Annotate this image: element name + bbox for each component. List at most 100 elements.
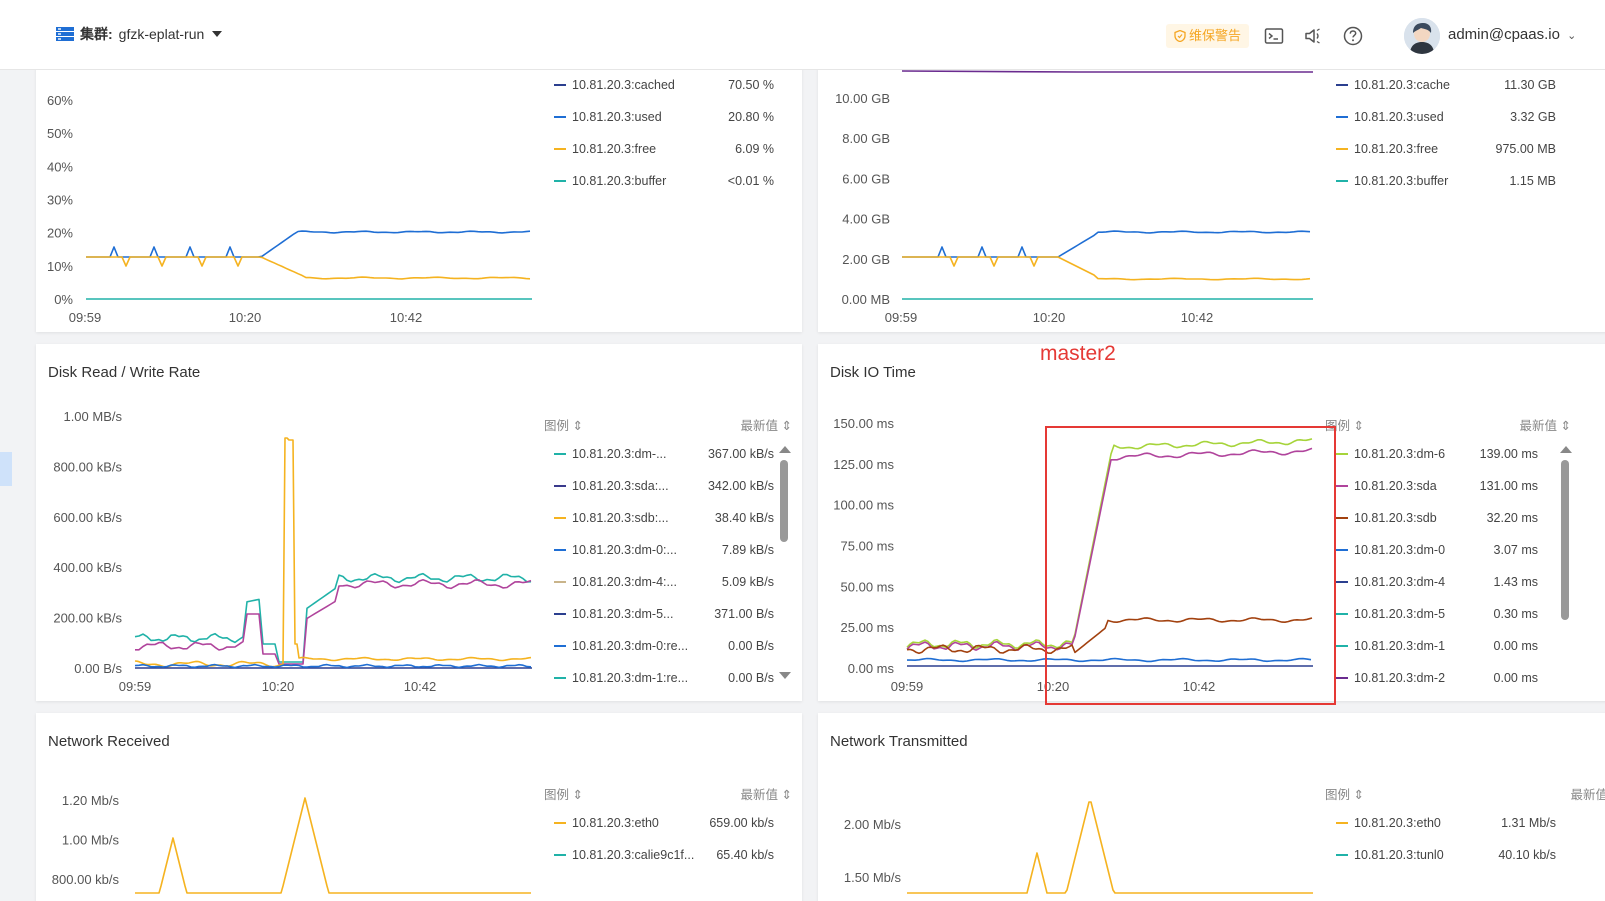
legend-item[interactable]: 10.81.20.3:free 975.00 MB <box>1336 139 1556 159</box>
legend-item-name: 10.81.20.3:used <box>572 110 662 124</box>
scroll-up-icon[interactable] <box>779 446 791 453</box>
avatar[interactable] <box>1404 18 1440 54</box>
cluster-value: gfzk-eplat-run <box>118 26 205 42</box>
legend-item-name: 10.81.20.3:free <box>572 142 657 156</box>
legend-item[interactable]: 10.81.20.3:dm-5... 371.00 B/s <box>554 604 774 624</box>
legend-item[interactable]: 10.81.20.3:dm-6 139.00 ms <box>1336 444 1538 464</box>
legend-item-name: 10.81.20.3:dm-4 <box>1354 575 1446 589</box>
legend-item-value: 70.50 % <box>728 78 774 92</box>
series-line-sdb <box>134 437 532 668</box>
disk-read-write-panel: Disk Read / Write Rate 1.00 MB/s 800.00 k… <box>36 344 802 701</box>
legend-swatch <box>554 180 566 182</box>
cluster-selector[interactable]: 集群: gfzk-eplat-run <box>56 24 223 44</box>
legend-item[interactable]: 10.81.20.3:sdb 32.20 ms <box>1336 508 1538 528</box>
legend-item[interactable]: 10.81.20.3:dm-1:re... 0.00 B/s <box>554 668 774 688</box>
legend-item-name: 10.81.20.3:dm-0 <box>1354 543 1446 557</box>
x-tick-label: 09:59 <box>885 310 918 325</box>
y-tick-label: 100.00 ms <box>833 498 894 513</box>
legend-swatch <box>1336 148 1348 150</box>
y-tick-label: 2.00 GB <box>842 252 890 267</box>
legend-item-name: 10.81.20.3:dm-6 <box>1354 447 1446 461</box>
legend-item-name: 10.81.20.3:dm-5... <box>572 607 674 621</box>
legend-header[interactable]: 图例 ⇕ 最新值 ⇕ <box>544 784 792 803</box>
memory-usage-bytes-panel: 10.00 GB 8.00 GB 6.00 GB 4.00 GB 2.00 GB 0.00… <box>818 55 1605 332</box>
y-tick-label: 800.00 kB/s <box>53 459 122 474</box>
user-menu[interactable]: admin@cpaas.io ⌄ <box>1448 26 1576 43</box>
legend-item[interactable]: 10.81.20.3:cached 70.50 % <box>554 75 774 95</box>
legend-swatch <box>554 822 566 824</box>
legend-swatch <box>554 613 566 615</box>
legend-header[interactable]: 图例 ⇕ 最新值 ⇕ <box>544 415 792 434</box>
legend-scrollbar[interactable] <box>1560 446 1572 682</box>
legend-item[interactable]: 10.81.20.3:dm-... 367.00 kB/s <box>554 444 774 464</box>
legend-item[interactable]: 10.81.20.3:sda 131.00 ms <box>1336 476 1538 496</box>
legend-item[interactable]: 10.81.20.3:used 3.32 GB <box>1336 107 1556 127</box>
legend-item-name: 10.81.20.3:sdb <box>1354 511 1437 525</box>
legend-item[interactable]: 10.81.20.3:dm-0:re... 0.00 B/s <box>554 636 774 656</box>
x-tick-label: 09:59 <box>119 679 152 694</box>
legend-item[interactable]: 10.81.20.3:dm-2 0.00 ms <box>1336 668 1538 688</box>
series-line-cache <box>901 70 1313 73</box>
speaker-icon[interactable] <box>1303 26 1323 46</box>
legend-item[interactable]: 10.81.20.3:tunl0 40.10 kb/s <box>1336 845 1556 865</box>
scroll-up-icon[interactable] <box>1560 446 1572 453</box>
legend-item-value: 1.15 MB <box>1509 174 1556 188</box>
legend-item[interactable]: 10.81.20.3:dm-4:... 5.09 kB/s <box>554 572 774 592</box>
legend-header[interactable]: 图例 ⇕ 最新值 <box>1325 784 1605 803</box>
legend-sort-label[interactable]: 图例 ⇕ <box>1325 788 1364 802</box>
legend-item[interactable]: 10.81.20.3:eth0 1.31 Mb/s <box>1336 813 1556 833</box>
legend-item-name: 10.81.20.3:dm-1:re... <box>572 671 689 685</box>
legend-item[interactable]: 10.81.20.3:free 6.09 % <box>554 139 774 159</box>
top-header: 集群: gfzk-eplat-run 维保警告 admin@cp <box>0 0 1605 70</box>
panel-title: Disk Read / Write Rate <box>48 364 201 381</box>
terminal-icon[interactable] <box>1264 26 1284 46</box>
legend-sort-label[interactable]: 图例 ⇕ <box>544 788 583 802</box>
legend-item-name: 10.81.20.3:dm-0:... <box>572 543 677 557</box>
x-tick-label: 10:42 <box>404 679 437 694</box>
latest-sort-label[interactable]: 最新值 <box>1570 788 1605 802</box>
legend-item[interactable]: 10.81.20.3:buffer 1.15 MB <box>1336 171 1556 191</box>
sidebar-edge-indicator <box>0 452 12 486</box>
legend-item[interactable]: 10.81.20.3:eth0 659.00 kb/s <box>554 813 774 833</box>
legend-header[interactable]: 图例 ⇕ 最新值 ⇕ <box>1325 415 1571 434</box>
network-received-panel: Network Received 1.20 Mb/s 1.00 Mb/s 800.0… <box>36 713 802 901</box>
series-line-used <box>86 230 531 258</box>
legend-scrollbar[interactable] <box>779 446 791 682</box>
maintenance-warning-badge[interactable]: 维保警告 <box>1166 24 1250 48</box>
legend-item[interactable]: 10.81.20.3:dm-1 0.00 ms <box>1336 636 1538 656</box>
legend-sort-label[interactable]: 图例 ⇕ <box>544 419 583 433</box>
legend-swatch <box>1336 116 1348 118</box>
legend-item[interactable]: 10.81.20.3:sda:... 342.00 kB/s <box>554 476 774 496</box>
y-tick-label: 50.00 ms <box>841 579 895 594</box>
latest-sort-label[interactable]: 最新值 ⇕ <box>740 788 792 802</box>
legend-item-value: 0.00 ms <box>1493 639 1538 653</box>
y-tick-label: 0.00 ms <box>848 661 895 676</box>
legend-swatch <box>554 581 566 583</box>
legend-item[interactable]: 10.81.20.3:dm-5 0.30 ms <box>1336 604 1538 624</box>
legend-item[interactable]: 10.81.20.3:dm-4 1.43 ms <box>1336 572 1538 592</box>
help-icon[interactable] <box>1343 26 1363 46</box>
y-tick-label: 125.00 ms <box>833 457 894 472</box>
legend-item[interactable]: 10.81.20.3:calie9c1f... 65.40 kb/s <box>554 845 774 865</box>
legend-item[interactable]: 10.81.20.3:used 20.80 % <box>554 107 774 127</box>
legend-sort-label[interactable]: 图例 ⇕ <box>1325 419 1364 433</box>
legend-item-name: 10.81.20.3:used <box>1354 110 1444 124</box>
legend-item[interactable]: 10.81.20.3:buffer <0.01 % <box>554 171 774 191</box>
legend-item[interactable]: 10.81.20.3:dm-0:... 7.89 kB/s <box>554 540 774 560</box>
scroll-thumb[interactable] <box>780 460 788 542</box>
legend-item-value: 131.00 ms <box>1479 479 1538 493</box>
scroll-down-icon[interactable] <box>779 672 791 679</box>
legend-swatch <box>1336 581 1348 583</box>
legend-item[interactable]: 10.81.20.3:cache 11.30 GB <box>1336 75 1556 95</box>
latest-sort-label[interactable]: 最新值 ⇕ <box>1519 419 1571 433</box>
legend-swatch <box>554 549 566 551</box>
y-tick-label: 600.00 kB/s <box>53 510 122 525</box>
scroll-thumb[interactable] <box>1561 460 1569 620</box>
y-tick-label: 1.50 Mb/s <box>844 870 902 885</box>
latest-sort-label[interactable]: 最新值 ⇕ <box>740 419 792 433</box>
legend-item[interactable]: 10.81.20.3:sdb:... 38.40 kB/s <box>554 508 774 528</box>
legend-item-name: 10.81.20.3:cache <box>1354 78 1450 92</box>
legend-item-name: 10.81.20.3:buffer <box>1354 174 1449 188</box>
y-tick-label: 800.00 kb/s <box>52 872 120 887</box>
legend-item[interactable]: 10.81.20.3:dm-0 3.07 ms <box>1336 540 1538 560</box>
